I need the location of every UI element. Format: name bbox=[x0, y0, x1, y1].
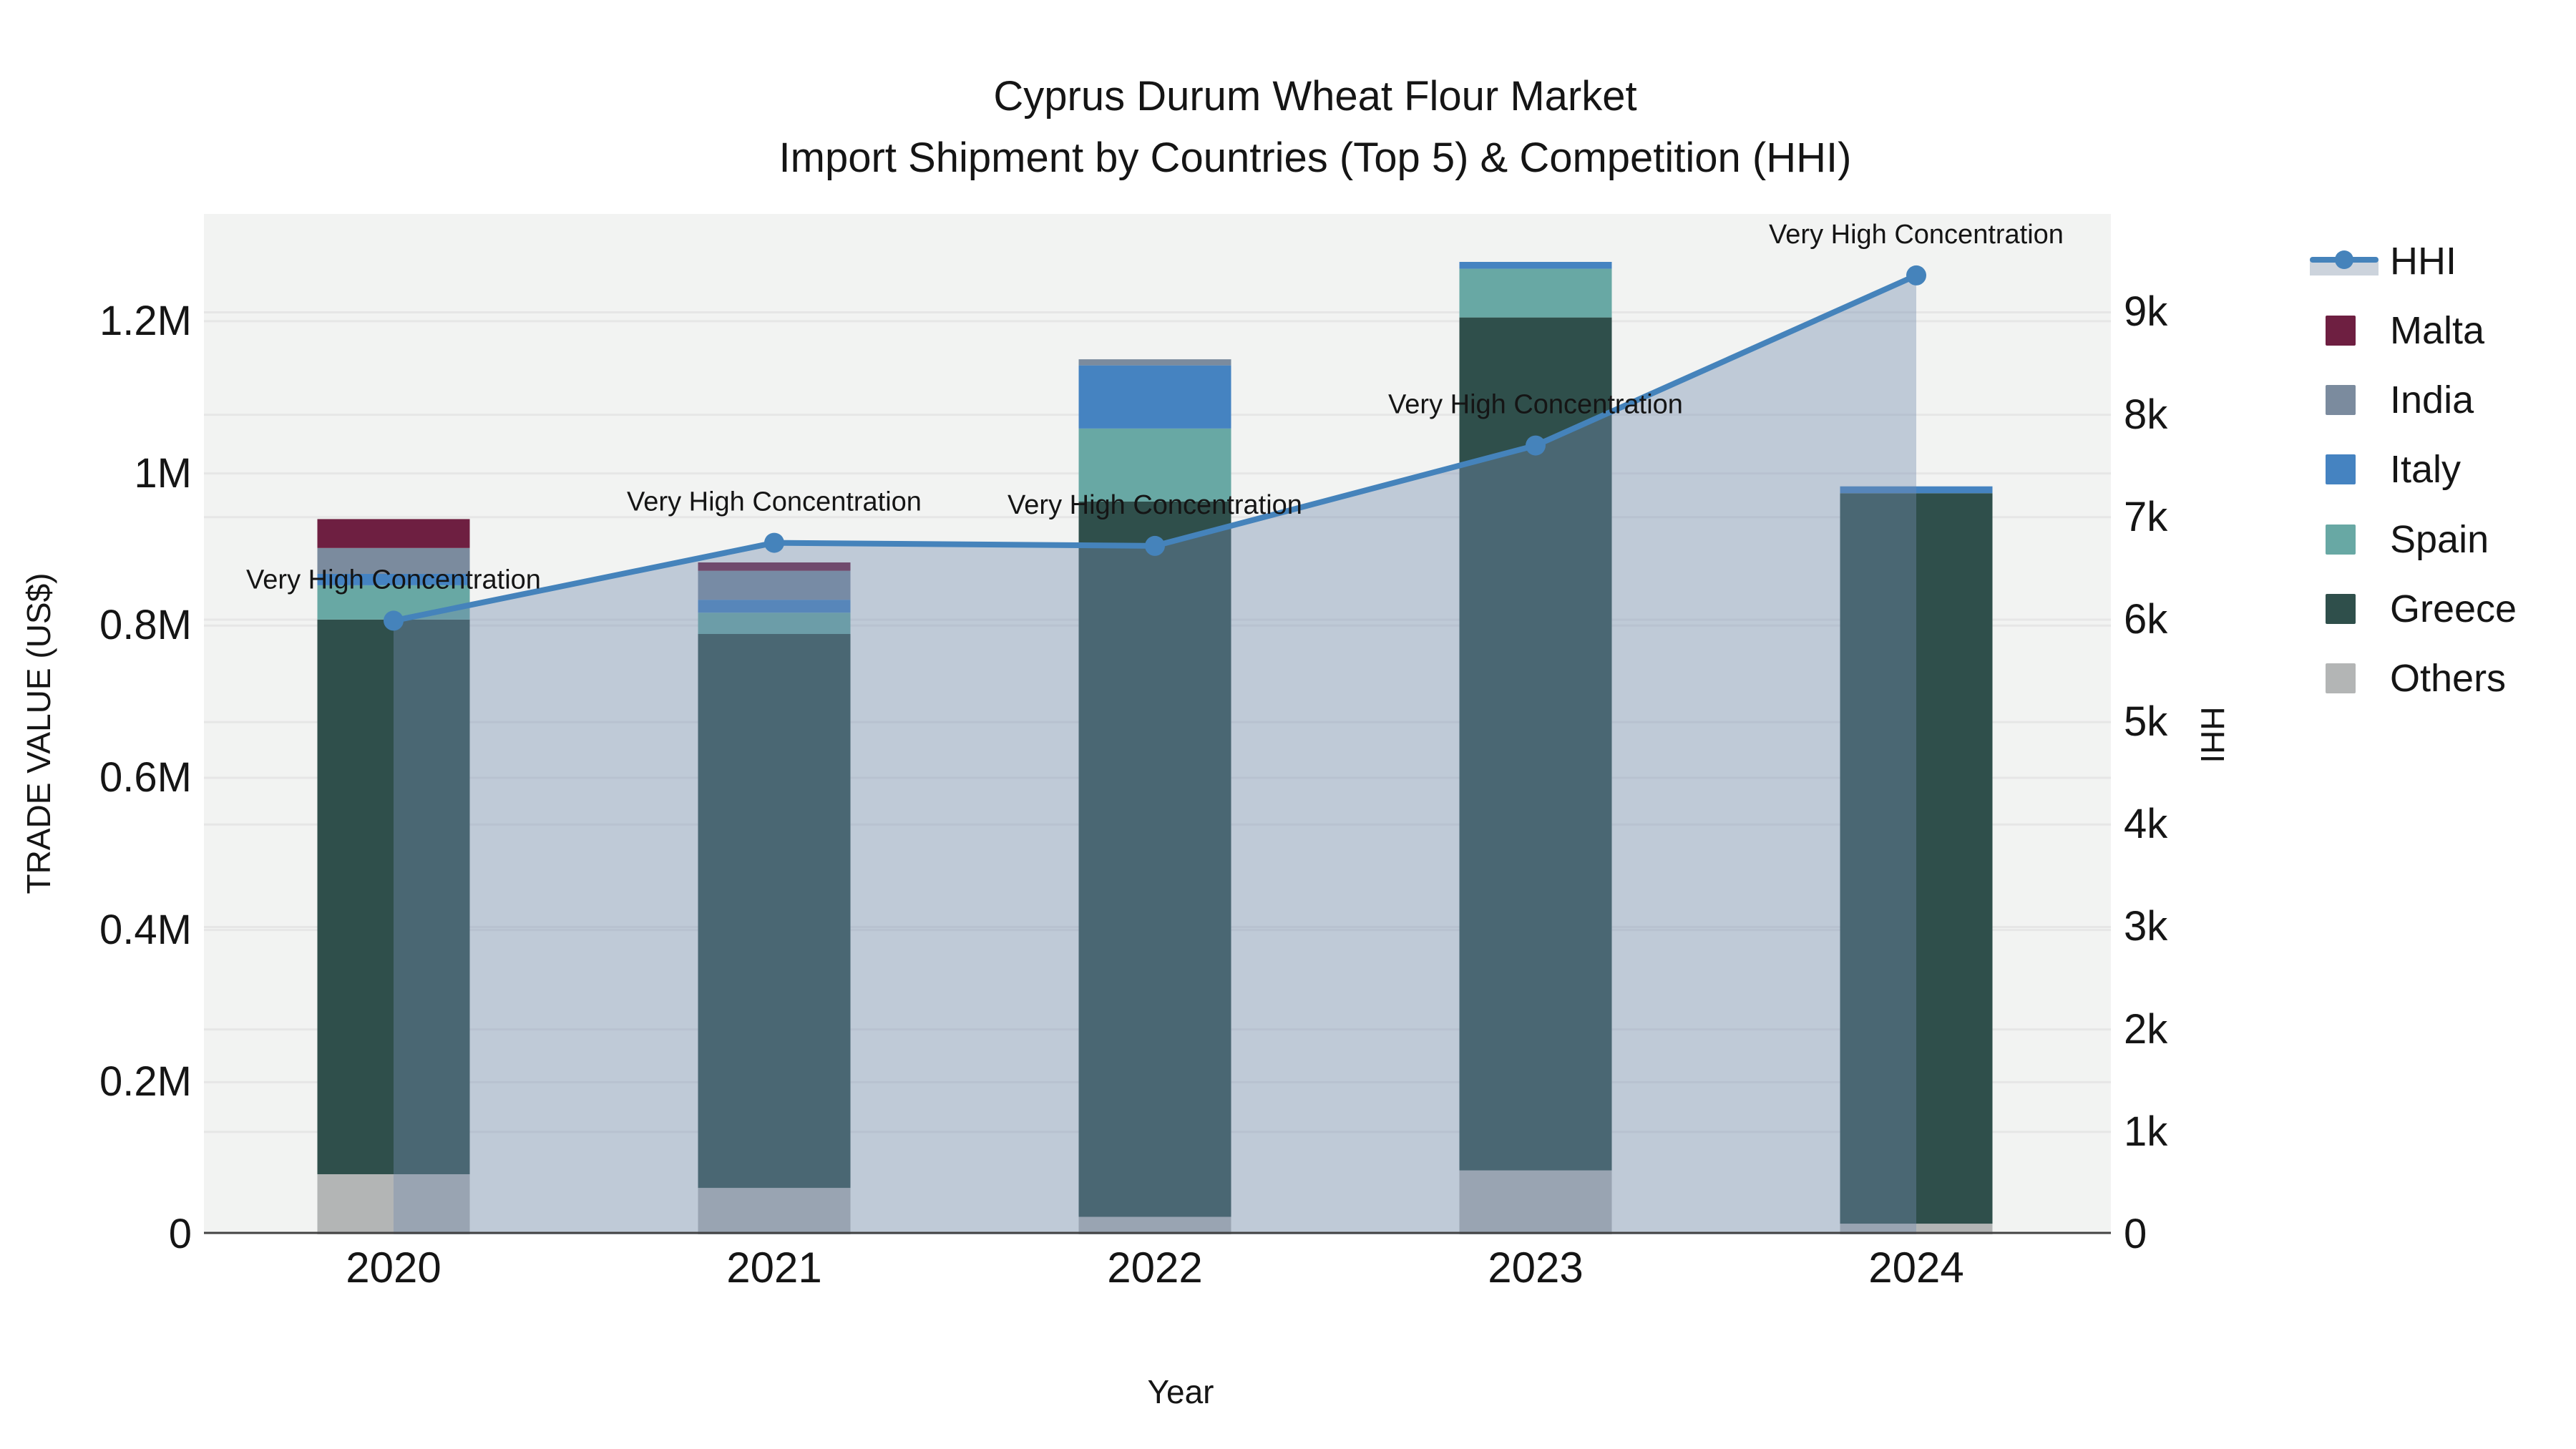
legend-label: Italy bbox=[2390, 448, 2462, 491]
x-tick-2021: 2021 bbox=[726, 1244, 822, 1292]
right-tick-9k: 9k bbox=[2124, 288, 2168, 336]
chart-title-line2: Import Shipment by Countries (Top 5) & C… bbox=[779, 135, 1852, 181]
chart-title-line1: Cyprus Durum Wheat Flour Market bbox=[993, 73, 1637, 119]
annotation-2024: Very High Concentration bbox=[1769, 220, 2064, 250]
right-tick-1k: 1k bbox=[2124, 1108, 2168, 1155]
x-tick-2024: 2024 bbox=[1868, 1244, 1964, 1292]
chart-title: Cyprus Durum Wheat Flour Market Import S… bbox=[779, 66, 1852, 189]
x-tick-2020: 2020 bbox=[346, 1244, 441, 1292]
legend-label: Greece bbox=[2390, 587, 2517, 630]
bar-2020-india[interactable] bbox=[317, 547, 470, 574]
plot-area[interactable]: Very High Concentration Very High Concent… bbox=[204, 214, 2111, 1234]
hhi-legend-glyph bbox=[2310, 244, 2379, 278]
hhi-point-2021[interactable] bbox=[764, 532, 784, 553]
legend-item-others[interactable]: Others bbox=[2310, 655, 2506, 701]
legend-label: Others bbox=[2390, 657, 2507, 700]
annotation-2021: Very High Concentration bbox=[627, 487, 922, 517]
bar-2022-others[interactable] bbox=[1078, 1216, 1231, 1234]
legend-color-swatch bbox=[2326, 385, 2356, 415]
legend-item-greece[interactable]: Greece bbox=[2310, 586, 2517, 632]
bar-2021-malta[interactable] bbox=[698, 562, 851, 571]
x-axis-title: Year bbox=[1147, 1373, 1214, 1410]
legend-item-italy[interactable]: Italy bbox=[2310, 447, 2461, 492]
legend-swatch-box bbox=[2310, 383, 2379, 417]
bar-2021-greece[interactable] bbox=[698, 633, 851, 1189]
left-tick-1M: 1M bbox=[134, 449, 192, 497]
hhi-point-2020[interactable] bbox=[384, 610, 404, 631]
x-tick-2022: 2022 bbox=[1107, 1244, 1203, 1292]
left-tick-0: 0 bbox=[168, 1211, 192, 1257]
right-tick-0: 0 bbox=[2124, 1211, 2147, 1257]
left-tick-1.2M: 1.2M bbox=[99, 297, 192, 344]
right-tick-7k: 7k bbox=[2124, 493, 2168, 540]
right-tick-4k: 4k bbox=[2124, 801, 2168, 848]
legend-swatch-box bbox=[2310, 313, 2379, 348]
legend-swatch-box bbox=[2310, 661, 2379, 696]
legend-label: Spain bbox=[2390, 518, 2489, 561]
legend-label: Malta bbox=[2390, 309, 2485, 352]
legend-color-swatch bbox=[2326, 316, 2356, 346]
legend-color-swatch bbox=[2326, 594, 2356, 624]
right-tick-5k: 5k bbox=[2124, 698, 2168, 746]
hhi-point-2022[interactable] bbox=[1145, 535, 1165, 556]
legend-item-hhi[interactable]: HHI bbox=[2310, 238, 2457, 284]
bar-2021-india[interactable] bbox=[698, 570, 851, 600]
legend-swatch-box bbox=[2310, 452, 2379, 487]
left-tick-0.8M: 0.8M bbox=[99, 602, 192, 649]
legend-color-swatch bbox=[2326, 663, 2356, 693]
legend-item-india[interactable]: India bbox=[2310, 377, 2474, 423]
bar-2023-others[interactable] bbox=[1459, 1170, 1612, 1234]
bar-2021-spain[interactable] bbox=[698, 613, 851, 634]
hhi-area bbox=[394, 275, 1916, 1234]
legend-label: India bbox=[2390, 379, 2474, 421]
bar-2021-others[interactable] bbox=[698, 1188, 851, 1234]
bar-2020-malta[interactable] bbox=[317, 519, 470, 548]
bar-2024-greece[interactable] bbox=[1840, 493, 1993, 1224]
annotation-2023: Very High Concentration bbox=[1388, 390, 1683, 420]
bar-2020-italy[interactable] bbox=[317, 573, 470, 585]
bar-2022-india[interactable] bbox=[1078, 359, 1231, 366]
bar-2024-italy[interactable] bbox=[1840, 486, 1993, 494]
bar-2024-others[interactable] bbox=[1840, 1224, 1993, 1234]
x-tick-2023: 2023 bbox=[1488, 1244, 1584, 1292]
legend-swatch-box bbox=[2310, 592, 2379, 626]
bar-2022-greece[interactable] bbox=[1078, 501, 1231, 1217]
hhi-point-2024[interactable] bbox=[1906, 265, 1926, 286]
legend-item-spain[interactable]: Spain bbox=[2310, 517, 2489, 562]
left-tick-0.2M: 0.2M bbox=[99, 1058, 192, 1106]
legend-color-swatch bbox=[2326, 525, 2356, 555]
annotation-2022: Very High Concentration bbox=[1008, 490, 1302, 520]
legend-color-swatch bbox=[2326, 454, 2356, 484]
right-axis-title: HHI bbox=[2194, 706, 2231, 763]
bar-2022-italy[interactable] bbox=[1078, 365, 1231, 429]
bar-2022-spain[interactable] bbox=[1078, 428, 1231, 502]
bar-2020-greece[interactable] bbox=[317, 619, 470, 1174]
hhi-marker-swatch bbox=[2335, 250, 2353, 269]
right-tick-6k: 6k bbox=[2124, 595, 2168, 643]
bar-2020-others[interactable] bbox=[317, 1174, 470, 1234]
left-tick-0.4M: 0.4M bbox=[99, 906, 192, 953]
hhi-point-2023[interactable] bbox=[1526, 435, 1546, 456]
bar-2021-italy[interactable] bbox=[698, 600, 851, 613]
right-tick-8k: 8k bbox=[2124, 391, 2168, 438]
right-tick-2k: 2k bbox=[2124, 1005, 2168, 1053]
bar-2023-italy[interactable] bbox=[1459, 261, 1612, 269]
right-tick-3k: 3k bbox=[2124, 903, 2168, 950]
legend-label: HHI bbox=[2390, 240, 2457, 283]
legend-swatch-box bbox=[2310, 522, 2379, 557]
legend-item-malta[interactable]: Malta bbox=[2310, 308, 2484, 353]
left-tick-0.6M: 0.6M bbox=[99, 753, 192, 801]
annotation-2020: Very High Concentration bbox=[246, 565, 541, 595]
bar-2023-spain[interactable] bbox=[1459, 268, 1612, 318]
